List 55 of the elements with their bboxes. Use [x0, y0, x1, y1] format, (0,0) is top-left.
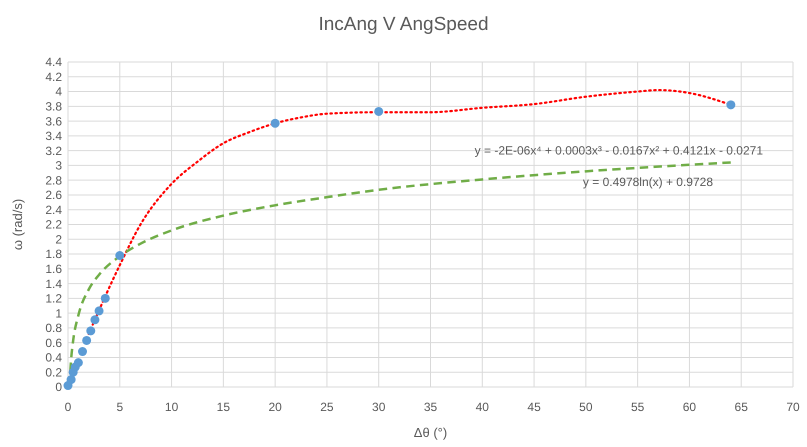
annotation: y = 0.4978ln(x) + 0.9728	[582, 175, 714, 190]
point	[270, 118, 280, 128]
x-axis-title: Δθ (°)	[414, 425, 448, 440]
point	[726, 100, 736, 110]
x-tick-label: 70	[786, 400, 800, 414]
point	[94, 306, 104, 316]
y-tick-label: 1.6	[45, 262, 62, 276]
y-tick-label: 2.8	[45, 173, 62, 188]
x-tick-label: 40	[476, 400, 490, 414]
y-tick-label: 2.4	[45, 202, 62, 217]
x-tick-label: 20	[268, 400, 282, 414]
y-tick-label: 4.2	[45, 70, 62, 84]
y-tick-label: 3.8	[45, 100, 62, 114]
x-tick-label: 15	[216, 400, 230, 414]
x-tick-label: 45	[527, 400, 542, 414]
point	[86, 326, 96, 336]
y-tick-label: 3.6	[45, 114, 62, 128]
y-axis-title: ω (rad/s)	[10, 198, 25, 250]
point	[66, 375, 76, 384]
x-tick-label: 5	[116, 400, 124, 414]
x-tick-label: 30	[372, 400, 386, 414]
x-tick-label: 0	[64, 400, 72, 414]
y-tick-label: 1.4	[45, 276, 62, 291]
y-tick-label: 3	[55, 158, 62, 173]
y-tick-label: 2.6	[45, 188, 62, 202]
point	[74, 358, 83, 368]
y-tick-label: 1.2	[45, 292, 62, 306]
point	[82, 336, 92, 345]
x-tick-label: 55	[630, 400, 645, 414]
y-tick-label: 0.4	[45, 350, 62, 365]
point	[374, 106, 384, 116]
y-tick-label: 0.2	[45, 365, 62, 380]
x-tick-label: 50	[579, 400, 593, 414]
y-tick-label: 2.2	[45, 218, 62, 232]
x-tick-label: 65	[734, 400, 748, 414]
y-tick-label: 1.8	[45, 247, 62, 262]
point	[78, 347, 87, 356]
y-tick-label: 0.6	[45, 336, 62, 350]
x-tick-label: 10	[164, 400, 179, 414]
point	[100, 294, 110, 303]
y-tick-label: 2	[55, 232, 62, 246]
y-tick-label: 0.8	[45, 321, 62, 336]
chart-title: IncAng V AngSpeed	[318, 14, 489, 35]
annotation: y = -2E-06x⁴ + 0.0003x³ - 0.0167x² + 0.4121x - 0.0271	[474, 143, 764, 158]
y-tick-label: 1	[55, 306, 62, 320]
x-tick-label: 35	[424, 400, 438, 414]
x-tick-label: 25	[320, 400, 334, 414]
point	[115, 251, 124, 260]
y-tick-label: 0	[55, 380, 62, 394]
x-tick-label: 60	[682, 400, 696, 414]
y-tick-label: 3.2	[45, 144, 62, 158]
y-tick-label: 3.4	[45, 129, 62, 144]
y-tick-label: 4	[55, 84, 62, 99]
point	[90, 315, 100, 324]
y-tick-label: 4.4	[45, 55, 62, 70]
